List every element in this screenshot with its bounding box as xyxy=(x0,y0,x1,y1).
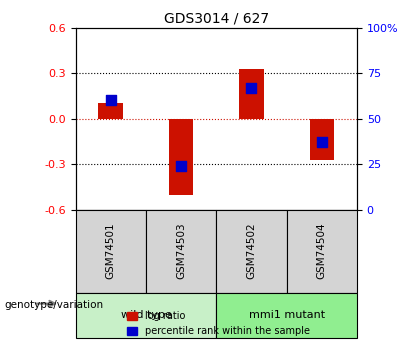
FancyBboxPatch shape xyxy=(76,210,146,293)
FancyBboxPatch shape xyxy=(216,293,357,338)
Point xyxy=(318,140,325,145)
FancyBboxPatch shape xyxy=(216,210,286,293)
Bar xyxy=(239,69,264,119)
Point xyxy=(108,98,114,103)
Text: mmi1 mutant: mmi1 mutant xyxy=(249,310,325,320)
Text: GSM74502: GSM74502 xyxy=(247,223,257,279)
Legend: log ratio, percentile rank within the sample: log ratio, percentile rank within the sa… xyxy=(123,307,314,340)
Point xyxy=(248,85,255,90)
FancyBboxPatch shape xyxy=(286,210,357,293)
Bar xyxy=(310,119,334,160)
Bar xyxy=(98,104,123,119)
Text: GSM74501: GSM74501 xyxy=(106,223,116,279)
FancyBboxPatch shape xyxy=(76,293,216,338)
FancyBboxPatch shape xyxy=(146,210,216,293)
Text: GSM74504: GSM74504 xyxy=(317,223,327,279)
Point xyxy=(178,163,184,169)
Text: genotype/variation: genotype/variation xyxy=(4,300,103,310)
Title: GDS3014 / 627: GDS3014 / 627 xyxy=(164,11,269,25)
Text: GSM74503: GSM74503 xyxy=(176,223,186,279)
Bar xyxy=(169,119,194,195)
Text: wild type: wild type xyxy=(121,310,171,320)
